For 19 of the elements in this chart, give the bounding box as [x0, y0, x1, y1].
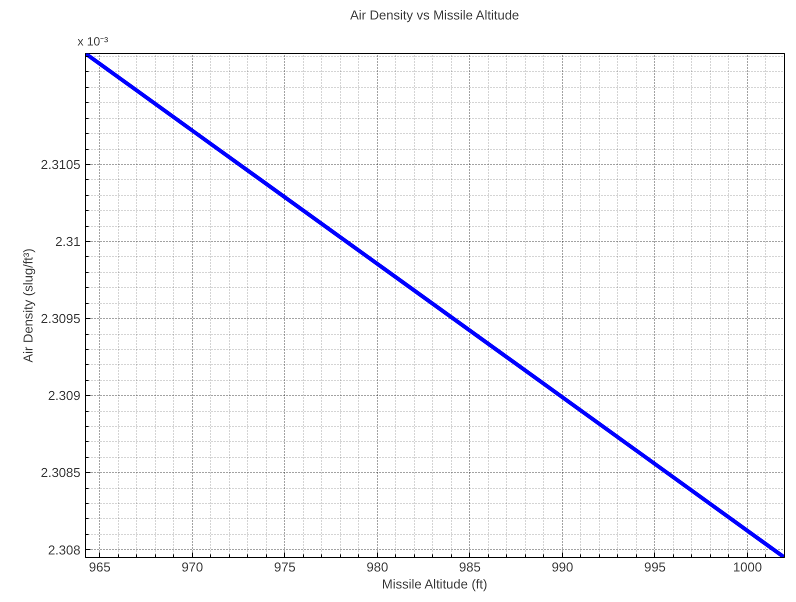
x-tick-label: 990: [552, 560, 574, 574]
y-tick-label: 2.3085: [40, 465, 81, 480]
y-axis-title: Air Density (slug/ft³): [20, 248, 36, 363]
y-tick-label: 2.3095: [40, 311, 81, 326]
x-tick-label: 980: [366, 560, 388, 574]
x-tick-label: 975: [274, 560, 296, 574]
y-tick-label: 2.3105: [40, 156, 81, 172]
y-tick-label: 2.308: [48, 542, 81, 558]
chart-title: Air Density vs Missile Altitude: [350, 8, 520, 22]
x-tick-label: 965: [88, 560, 111, 574]
text: x 10⁻³: [78, 34, 108, 48]
x-tick-label: 995: [644, 560, 666, 574]
x-tick-label: 985: [459, 560, 481, 574]
x-tick-label: 970: [181, 560, 204, 574]
y-tick-label: 2.309: [48, 388, 81, 404]
y-tick-label: 2.31: [55, 234, 81, 250]
x-tick-label: 1000: [733, 560, 762, 574]
x-axis-title: Missile Altitude (ft): [382, 576, 488, 592]
line-series: [86, 54, 784, 558]
